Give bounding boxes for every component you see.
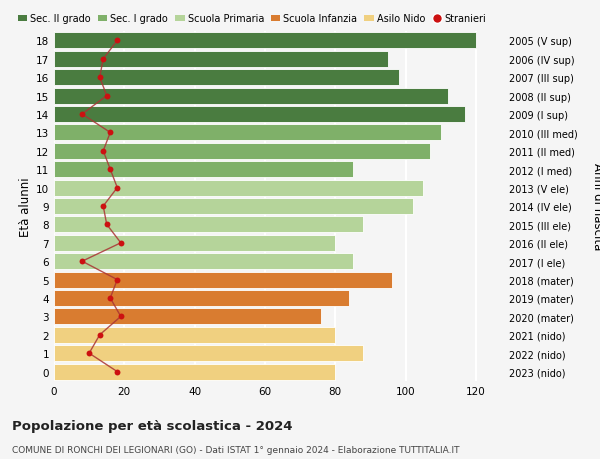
Point [116, 240, 125, 247]
Y-axis label: Età alunni: Età alunni [19, 177, 32, 236]
Bar [54, 235, 335, 252]
Bar [54, 125, 441, 141]
Bar [54, 143, 430, 160]
Y-axis label: Anni di nascita: Anni di nascita [592, 163, 600, 250]
Point [85, 350, 94, 357]
Bar [54, 217, 364, 233]
Bar [54, 51, 388, 68]
Point [102, 221, 112, 229]
Point [116, 313, 125, 320]
Point [77, 258, 87, 265]
Point [112, 38, 122, 45]
Point [77, 111, 87, 118]
Bar [54, 327, 335, 343]
Point [95, 331, 104, 339]
Point [98, 148, 108, 155]
Bar [54, 88, 448, 105]
Point [106, 166, 115, 174]
Text: COMUNE DI RONCHI DEI LEGIONARI (GO) - Dati ISTAT 1° gennaio 2024 - Elaborazione : COMUNE DI RONCHI DEI LEGIONARI (GO) - Da… [12, 445, 460, 454]
Point [106, 295, 115, 302]
Bar [54, 253, 353, 270]
Point [98, 203, 108, 210]
Text: Popolazione per età scolastica - 2024: Popolazione per età scolastica - 2024 [12, 419, 293, 432]
Bar [54, 364, 335, 380]
Bar [54, 33, 476, 50]
Bar [54, 180, 423, 196]
Legend: Sec. II grado, Sec. I grado, Scuola Primaria, Scuola Infanzia, Asilo Nido, Stran: Sec. II grado, Sec. I grado, Scuola Prim… [17, 14, 487, 24]
Point [112, 368, 122, 375]
Bar [54, 272, 392, 288]
Bar [54, 106, 466, 123]
Point [112, 276, 122, 284]
Bar [54, 162, 353, 178]
Bar [54, 345, 364, 362]
Point [98, 56, 108, 63]
Point [106, 129, 115, 137]
Bar [54, 198, 413, 215]
Bar [54, 290, 349, 307]
Point [95, 74, 104, 82]
Bar [54, 308, 321, 325]
Point [102, 93, 112, 100]
Bar [54, 70, 398, 86]
Point [112, 185, 122, 192]
